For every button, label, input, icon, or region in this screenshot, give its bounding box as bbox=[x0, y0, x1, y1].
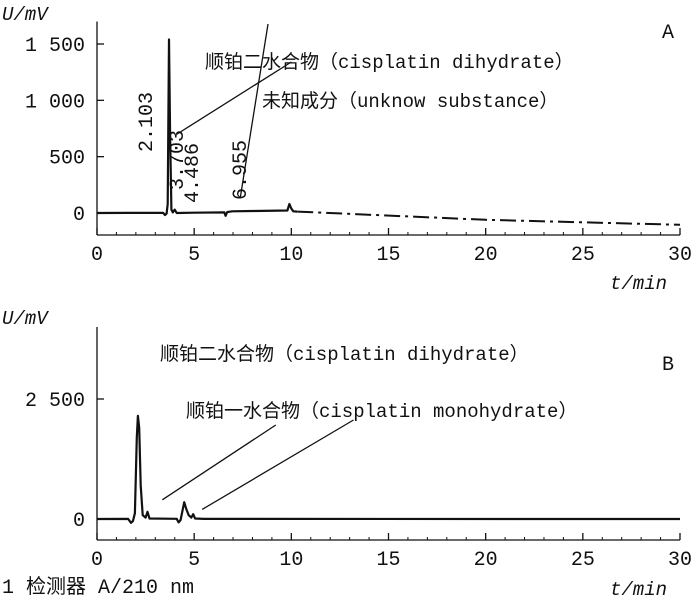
x-tick-label: 10 bbox=[279, 244, 303, 267]
y-tick-label: 2 500 bbox=[25, 390, 85, 413]
x-tick-label: 15 bbox=[376, 244, 400, 267]
peak-compound-annotation: 顺铂二水合物（cisplatin dihydrate） bbox=[205, 51, 574, 74]
x-tick-label: 30 bbox=[668, 244, 692, 267]
peak-leader-line bbox=[239, 23, 269, 199]
x-tick-label: 0 bbox=[91, 244, 103, 267]
x-tick-label: 0 bbox=[91, 549, 103, 572]
x-tick-label: 5 bbox=[188, 549, 200, 572]
peak-retention-label: 4.486 bbox=[182, 143, 205, 203]
x-tick-label: 20 bbox=[474, 549, 498, 572]
y-axis-title: U/mV bbox=[2, 308, 49, 330]
x-tick-label: 15 bbox=[376, 549, 400, 572]
panel-label: B bbox=[662, 354, 674, 377]
x-tick-label: 10 bbox=[279, 549, 303, 572]
y-axis-title: U/mV bbox=[2, 4, 49, 26]
detector-footer-label: 1 检测器 A/210 nm bbox=[2, 575, 194, 600]
x-tick-label: 25 bbox=[571, 549, 595, 572]
y-tick-label: 0 bbox=[73, 204, 85, 227]
x-tick-label: 25 bbox=[571, 244, 595, 267]
panel-label: A bbox=[662, 22, 674, 45]
chromatogram-trace bbox=[96, 414, 681, 524]
y-tick-label: 0 bbox=[73, 510, 85, 533]
chromatogram-trace bbox=[96, 38, 298, 217]
peak-retention-label: 3.703 bbox=[167, 130, 190, 190]
panel-a-chromatogram: 0 5 10 15 20 25 30 0 500 1 000 1 500 U/mV t/min A 3.70… bbox=[2, 4, 692, 295]
peak-leader-line bbox=[176, 61, 292, 135]
peak-leader-line bbox=[161, 424, 277, 501]
peak-retention-label: 2.103 bbox=[136, 92, 159, 152]
y-tick-label: 1 500 bbox=[25, 35, 85, 58]
peak-compound-annotation: 顺铂二水合物（cisplatin dihydrate） bbox=[160, 343, 529, 366]
y-tick-label: 500 bbox=[49, 148, 85, 171]
peak-compound-annotation: 未知成分（unknow substance） bbox=[262, 90, 558, 113]
x-tick-label: 5 bbox=[188, 244, 200, 267]
x-axis-title: t/min bbox=[610, 273, 667, 295]
panel-b-chromatogram: 0 5 10 15 20 25 30 0 2 500 U/mV t/min B 2.103 4.486 顺铂… bbox=[2, 92, 692, 601]
peak-leader-line bbox=[201, 419, 354, 510]
x-tick-label: 20 bbox=[474, 244, 498, 267]
x-tick-label: 30 bbox=[668, 549, 692, 572]
x-axis-title: t/min bbox=[610, 579, 667, 601]
peak-compound-annotation: 顺铂一水合物（cisplatin monohydrate） bbox=[186, 400, 577, 423]
y-tick-label: 1 000 bbox=[25, 91, 85, 114]
chromatogram-trace-extension bbox=[297, 210, 681, 226]
